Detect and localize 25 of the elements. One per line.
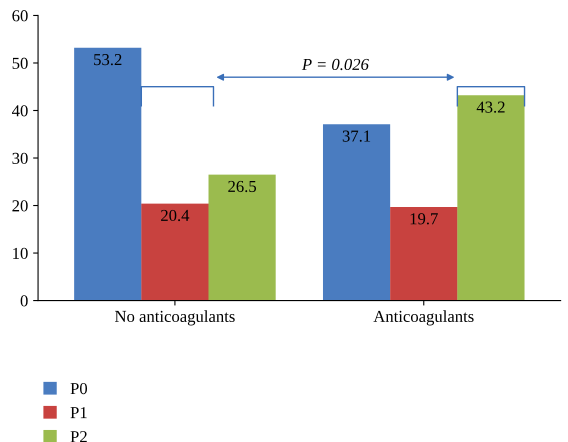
legend-label: P2: [70, 431, 87, 442]
x-tick-label: Anticoagulants: [373, 310, 474, 326]
data-label: 26.5: [228, 180, 256, 192]
data-label: 53.2: [94, 54, 122, 66]
annotation: P = 0.026: [302, 58, 369, 70]
y-tick-label: 60: [12, 10, 28, 22]
bar: [457, 95, 525, 301]
y-tick-label: 50: [12, 58, 28, 69]
legend-label: P0: [70, 382, 88, 394]
bar: [322, 124, 390, 301]
data-label: 37.1: [342, 130, 370, 142]
bar: [208, 174, 276, 301]
bar: [390, 206, 458, 301]
y-tick-label: 0: [20, 295, 28, 307]
data-label: 20.4: [161, 210, 190, 222]
y-tick-label: 30: [12, 152, 28, 164]
y-tick-label: 10: [13, 248, 28, 259]
legend-label: P1: [70, 407, 87, 418]
bar: [74, 48, 142, 301]
y-tick-label: 40: [12, 105, 28, 116]
data-label: 43.2: [476, 102, 505, 113]
data-label: 19.7: [410, 213, 438, 224]
y-tick-label: 20: [12, 200, 28, 212]
bar: [141, 204, 209, 301]
x-tick-label: No anticoagulants: [114, 310, 235, 326]
